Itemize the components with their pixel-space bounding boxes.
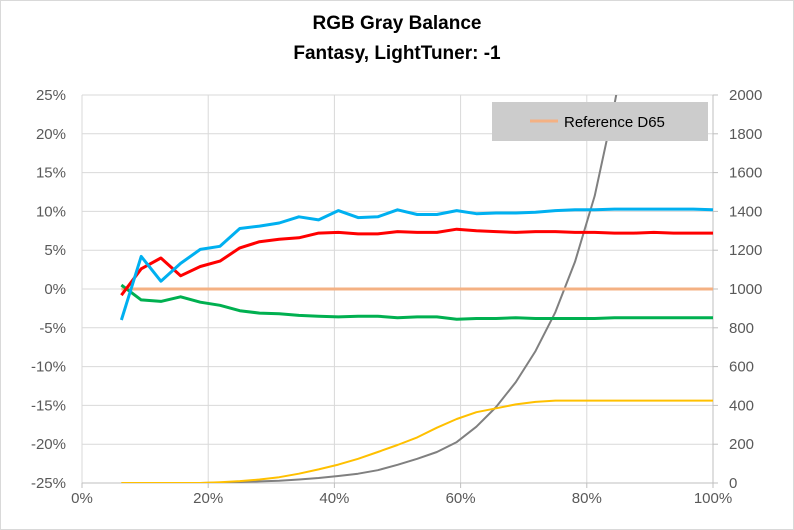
series-line-blue: [119, 207, 713, 321]
y2-tick-label: 1200: [729, 242, 762, 259]
y-tick-label: 15%: [36, 165, 66, 182]
series-line-luminance: [121, 399, 713, 483]
y-tick-label: -15%: [31, 397, 66, 414]
x-tick-label: 100%: [694, 490, 732, 507]
y-tick-label: -5%: [39, 320, 66, 337]
y-tick-label: 5%: [44, 242, 66, 259]
y2-tick-label: 1600: [729, 165, 762, 182]
series-group: [119, 95, 713, 483]
y2-tick-label: 200: [729, 436, 754, 453]
y2-tick-label: 1800: [729, 126, 762, 143]
y-tick-label: 10%: [36, 203, 66, 220]
chart-title: RGB Gray Balance: [312, 13, 482, 34]
y2-tick-label: 0: [729, 475, 737, 492]
legend-label-reference-d65: Reference D65: [564, 114, 665, 131]
gridlines: [81, 94, 718, 488]
x-tick-label: 60%: [446, 490, 476, 507]
y-tick-label: -20%: [31, 436, 66, 453]
y2-tick-label: 800: [729, 320, 754, 337]
legend: Reference D65: [492, 102, 708, 141]
y-tick-label: 0%: [44, 281, 66, 298]
x-tick-label: 0%: [71, 490, 93, 507]
y2-tick-label: 2000: [729, 87, 762, 104]
y-tick-label: -25%: [31, 475, 66, 492]
series-line-gray: [121, 95, 618, 483]
y-tick-label: 20%: [36, 126, 66, 143]
x-tick-label: 80%: [572, 490, 602, 507]
y2-tick-label: 600: [729, 359, 754, 376]
series-line-green: [120, 283, 713, 321]
tick-labels: 25%20%15%10%5%0%-5%-10%-15%-20%-25%20001…: [31, 87, 762, 507]
chart-subtitle: Fantasy, LightTuner: -1: [293, 43, 501, 64]
y2-tick-label: 1400: [729, 203, 762, 220]
x-tick-label: 20%: [193, 490, 223, 507]
x-tick-label: 40%: [319, 490, 349, 507]
y-tick-label: -10%: [31, 359, 66, 376]
y2-tick-label: 1000: [729, 281, 762, 298]
y2-tick-label: 400: [729, 397, 754, 414]
legend-box: [492, 102, 708, 141]
series-line-red: [120, 227, 713, 297]
y-tick-label: 25%: [36, 87, 66, 104]
